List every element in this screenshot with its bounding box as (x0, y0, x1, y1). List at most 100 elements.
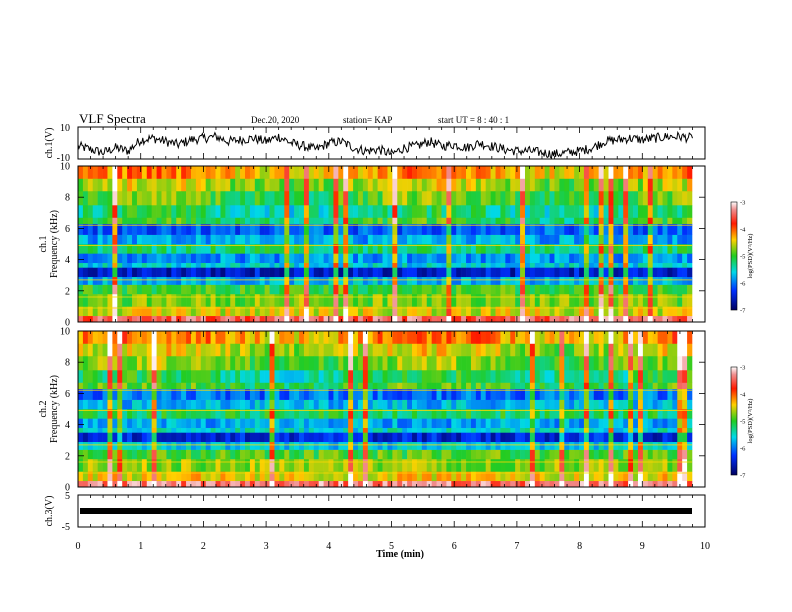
spectrogram-cell (308, 427, 315, 433)
spectrogram-cell (249, 306, 256, 317)
spectrogram-cell (195, 480, 202, 488)
spectrogram-cell (505, 262, 511, 268)
spectrogram-cell (225, 427, 231, 433)
spectrogram-cell (190, 223, 197, 235)
spectrogram-cell (583, 253, 590, 264)
spectrogram-cell (412, 343, 418, 357)
spectrogram-cell (397, 432, 403, 443)
spectrogram-cell (495, 449, 501, 460)
spectrogram-cell (132, 284, 138, 295)
spectrogram-cell (470, 253, 477, 264)
spectrogram-cell (112, 480, 118, 488)
spectrogram-cell (107, 480, 113, 488)
spectrogram-cell (588, 388, 595, 400)
spectrogram-cell (466, 244, 472, 254)
spectrogram-cell (574, 276, 580, 285)
spectrogram-cell (132, 166, 138, 179)
spectrogram-cell (136, 267, 143, 278)
spectrogram-cell (598, 388, 604, 400)
spectrogram-cell (289, 306, 295, 317)
spectrogram-cell (186, 370, 192, 383)
spectrogram-cell (559, 370, 565, 383)
spectrogram-cell (470, 370, 477, 383)
spectrogram-cell (574, 223, 580, 235)
spectrogram-cell (343, 178, 349, 192)
spectrogram-cell (520, 427, 526, 433)
spectrogram-cell (392, 343, 398, 357)
spectrogram-cell (127, 471, 133, 482)
spectrogram-cell (122, 449, 128, 460)
spectrogram-cell (662, 418, 668, 429)
spectrogram-cell (510, 331, 516, 344)
spectrogram-cell (436, 306, 442, 317)
spectrogram-cell (186, 234, 192, 245)
spectrogram-cell (136, 284, 143, 295)
spectrogram-cell (534, 418, 541, 429)
spectrogram-cell (387, 418, 393, 429)
spectrogram-cell (171, 293, 177, 307)
spectrogram-cell (132, 355, 138, 371)
spectrogram-cell (200, 427, 207, 433)
spectrogram-cell (466, 284, 472, 295)
spectrogram-cell (603, 293, 609, 307)
spectrogram-cell (618, 217, 624, 225)
spectrogram-cell (102, 370, 108, 383)
spectrogram-cell (569, 480, 575, 488)
spectrogram-cell (161, 418, 167, 429)
spectrogram-cell (647, 217, 653, 225)
spectrogram-cell (529, 480, 536, 488)
spectrogram-cell (215, 388, 221, 400)
spectrogram-cell (657, 217, 663, 225)
spectrogram-cell (515, 388, 521, 400)
spectrogram-cell (382, 234, 388, 245)
spectrogram-cell (141, 178, 148, 192)
spectrogram-cell (377, 382, 383, 390)
spectrogram-cell (240, 441, 246, 450)
spectrogram-cell (245, 306, 251, 317)
spectrogram-cell (623, 355, 629, 371)
spectrogram-cell (397, 284, 403, 295)
spectrogram-cell (210, 427, 216, 433)
spectrogram-cell (318, 267, 324, 278)
spectrogram-cell (402, 217, 408, 225)
spectrogram-cell (466, 427, 472, 433)
spectrogram-cell (505, 355, 511, 371)
spectrogram-cell (588, 315, 595, 323)
spectrogram-cell (657, 306, 663, 317)
spectrogram-cell (421, 427, 428, 433)
spectrogram-cell (608, 382, 614, 390)
spectrogram-cell (136, 418, 143, 429)
spectrogram-cell (210, 166, 216, 179)
spectrogram-cell (279, 370, 285, 383)
spectrogram-cell (549, 441, 555, 450)
spectrogram-cell (122, 427, 128, 433)
spectrogram-cell (235, 480, 241, 488)
spectrogram-cell (549, 427, 555, 433)
ytick-label: 2 (65, 286, 70, 297)
spectrogram-cell (652, 166, 658, 179)
spectrogram-cell (642, 355, 649, 371)
spectrogram-cell (431, 166, 437, 179)
spectrogram-cell (539, 388, 545, 400)
spectrogram-cell (466, 262, 472, 268)
spectrogram-cell (122, 284, 128, 295)
spectrogram-cell (259, 458, 265, 472)
spectrogram-cell (254, 399, 261, 410)
spectrogram-cell (652, 441, 658, 450)
spectrogram-cell (176, 449, 182, 460)
spectrogram-cell (647, 262, 653, 268)
spectrogram-cell (682, 267, 688, 278)
spectrogram-cell (520, 234, 526, 245)
spectrogram-cell (333, 399, 339, 410)
spectrogram-cell (579, 399, 585, 410)
spectrogram-cell (308, 306, 315, 317)
spectrogram-cell (510, 217, 516, 225)
spectrogram-cell (520, 315, 526, 323)
spectrogram-cell (539, 370, 545, 383)
spectrogram-cell (151, 382, 157, 390)
spectrogram-cell (249, 370, 256, 383)
spectrogram-cell (102, 331, 108, 344)
spectrogram-cell (318, 276, 324, 285)
spectrogram-cell (308, 253, 315, 264)
spectrogram-cell (382, 262, 388, 268)
